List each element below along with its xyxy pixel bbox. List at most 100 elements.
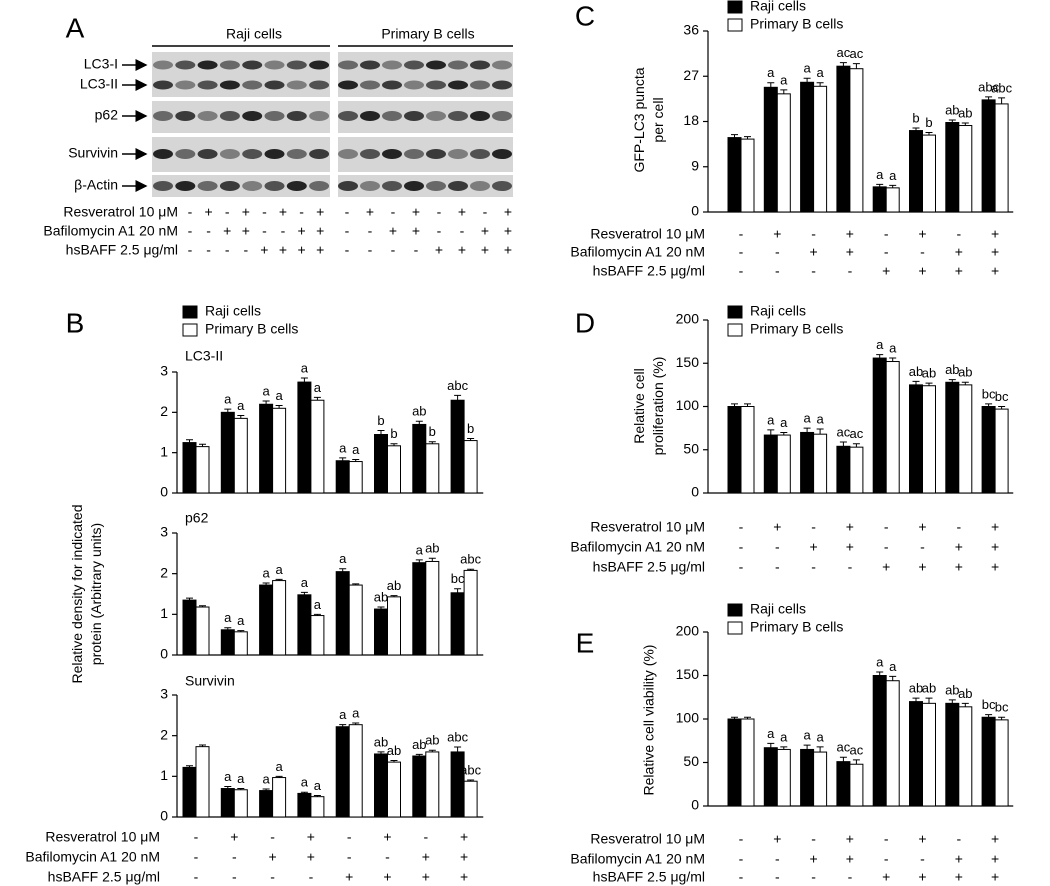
bar: [374, 753, 388, 818]
legend-label: Raji cells: [205, 303, 261, 319]
treatment-sign: +: [918, 263, 926, 279]
treatment-sign: -: [309, 869, 314, 885]
y-axis-label: Relative cell: [631, 368, 647, 443]
error-bar: [313, 396, 321, 401]
treatment-sign: -: [206, 223, 211, 239]
treatment-sign: -: [884, 519, 889, 535]
treatment-sign: +: [242, 223, 250, 239]
error-bar: [454, 746, 462, 752]
y-tick-label: 200: [676, 623, 700, 639]
bar: [297, 792, 312, 818]
error-bar: [948, 119, 956, 123]
treatment-sign: +: [846, 851, 854, 867]
blot-band: [219, 181, 240, 191]
significance-label: ab: [958, 686, 972, 701]
treatment-sign: +: [955, 244, 963, 260]
treatment-label: Bafilomycin A1 20 nM: [25, 849, 160, 865]
significance-label: a: [275, 388, 283, 403]
treatment-sign: -: [920, 851, 925, 867]
bar: [233, 417, 248, 494]
significance-label: a: [237, 613, 245, 628]
error-bar: [428, 749, 436, 752]
treatment-sign: +: [223, 223, 231, 239]
legend-swatch: [727, 323, 743, 337]
significance-label: a: [876, 167, 884, 182]
y-axis-label: Relative cell viability (%): [641, 645, 657, 796]
error-bar: [889, 675, 897, 681]
significance-label: b: [390, 426, 397, 441]
treatment-sign: -: [270, 829, 275, 845]
y-axis-label: proliferation (%): [650, 357, 666, 456]
significance-label: abc: [460, 552, 481, 567]
error-bar: [961, 381, 969, 385]
treatment-label: hsBAFF 2.5 μg/ml: [66, 242, 178, 258]
y-tick-label: 2: [160, 564, 168, 580]
blot-band: [153, 80, 173, 90]
significance-label: a: [889, 659, 897, 674]
treatment-sign: +: [810, 851, 818, 867]
error-bar: [262, 788, 270, 791]
treatment-sign: -: [391, 204, 396, 220]
y-tick-label: 200: [676, 311, 700, 327]
significance-label: a: [876, 654, 884, 669]
y-tick-label: 0: [691, 203, 699, 219]
treatment-sign: -: [194, 869, 199, 885]
blot-band: [242, 80, 263, 90]
treatment-sign: -: [391, 242, 396, 258]
legend-label: Raji cells: [750, 303, 806, 319]
treatment-label: hsBAFF 2.5 μg/ml: [48, 869, 160, 885]
bar: [763, 86, 778, 213]
error-bar: [889, 357, 897, 362]
bar: [836, 445, 851, 494]
blot-band: [404, 111, 424, 121]
blot-band: [382, 80, 402, 90]
treatment-sign: -: [194, 829, 199, 845]
legend-label: Primary B cells: [750, 321, 843, 337]
bar: [463, 440, 478, 494]
blot-band: [338, 149, 358, 159]
significance-label: a: [803, 411, 811, 426]
significance-label: abc: [978, 79, 999, 94]
significance-label: ab: [945, 362, 959, 377]
treatment-sign: -: [739, 244, 744, 260]
bar: [776, 434, 791, 494]
bar: [813, 433, 828, 494]
treatment-sign: +: [460, 849, 468, 865]
significance-label: ab: [387, 578, 401, 593]
significance-label: ab: [945, 682, 959, 697]
blot-band: [309, 80, 330, 90]
blot-band: [309, 149, 330, 159]
bar: [387, 761, 401, 818]
significance-label: ab: [958, 105, 972, 120]
blot-band: [426, 80, 446, 90]
significance-label: a: [301, 775, 309, 790]
error-bar: [767, 82, 775, 88]
treatment-sign: +: [991, 559, 999, 575]
error-bar: [390, 595, 398, 597]
treatment-sign: +: [389, 223, 397, 239]
treatment-sign: -: [739, 851, 744, 867]
treatment-sign: +: [773, 831, 781, 847]
blot-band: [286, 80, 307, 90]
significance-label: a: [224, 392, 232, 407]
error-bar: [454, 588, 462, 593]
treatment-sign: -: [299, 204, 304, 220]
treatment-sign: +: [298, 223, 306, 239]
group-label: Primary B cells: [381, 26, 474, 42]
bar: [310, 399, 325, 494]
bar: [259, 584, 274, 656]
bar: [412, 423, 427, 494]
treatment-sign: +: [230, 829, 238, 845]
error-bar: [948, 699, 956, 704]
bar: [727, 406, 742, 494]
treatment-sign: +: [316, 204, 324, 220]
error-bar: [816, 82, 824, 87]
bar: [348, 584, 363, 656]
treatment-sign: +: [846, 226, 854, 242]
blot-band: [492, 60, 512, 70]
blot-band: [448, 111, 468, 121]
bar: [195, 606, 210, 656]
bar: [463, 780, 478, 818]
y-axis-label: Relative density for indicated: [69, 505, 85, 684]
